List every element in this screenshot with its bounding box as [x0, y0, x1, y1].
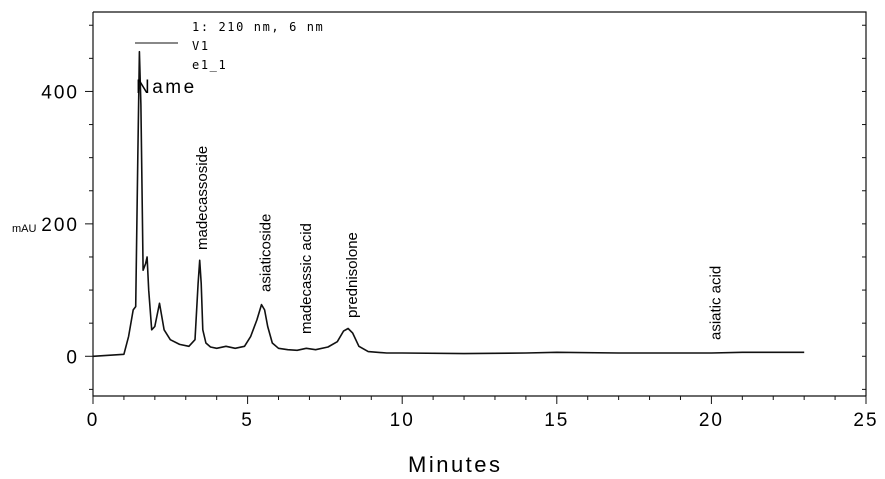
x-tick-label: 5: [241, 410, 254, 431]
peak-label: madecassoside: [194, 146, 211, 250]
x-tick-label: 25: [853, 410, 878, 431]
x-tick-label: 20: [699, 410, 724, 431]
y-axis-title: mAU: [12, 223, 37, 235]
plot-frame: [93, 11, 867, 396]
peak-label: prednisolone: [344, 232, 361, 318]
y-tick-label: 200: [41, 215, 79, 236]
x-tick-label: 10: [390, 410, 415, 431]
name-label: Name: [136, 77, 197, 98]
ticks: 0 5 10 15 20 25 0 200 400: [41, 24, 878, 431]
peak-label: madecassic acid: [298, 223, 315, 334]
legend-line-3: e1_1: [192, 58, 227, 72]
chart-marks: [92, 50, 805, 358]
x-tick-label: 0: [87, 410, 100, 431]
x-axis-title: Minutes: [408, 452, 503, 477]
legend-line-2: V1: [192, 39, 210, 53]
peak-labels: madecassoside asiaticoside madecassic acid…: [194, 146, 724, 340]
peak-label: asiatic acid: [707, 266, 724, 340]
legend-line-1: 1: 210 nm, 6 nm: [192, 20, 324, 34]
series-trace: [92, 50, 805, 358]
peak-label: asiaticoside: [258, 214, 275, 292]
x-tick-label: 15: [544, 410, 569, 431]
y-tick-label: 0: [66, 347, 79, 368]
y-tick-label: 400: [41, 82, 79, 103]
